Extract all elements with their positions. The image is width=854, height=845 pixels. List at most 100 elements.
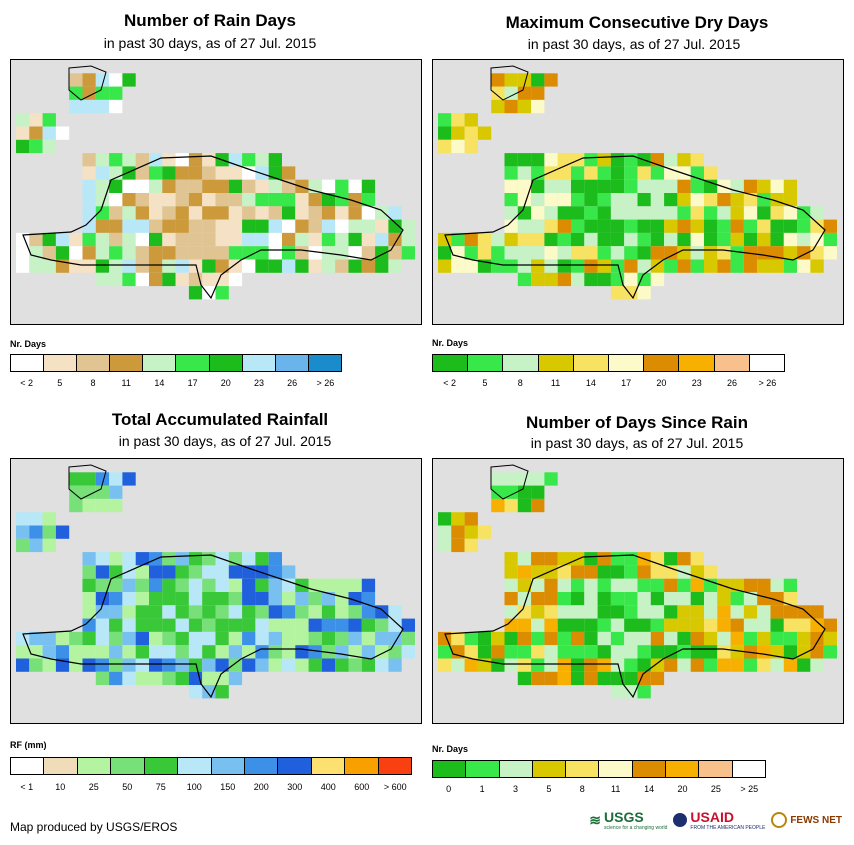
legend-label: 25 <box>88 782 99 792</box>
grid-cell <box>650 206 665 220</box>
grid-cell <box>517 272 532 287</box>
grid-cell <box>730 206 744 220</box>
grid-cell <box>255 232 269 247</box>
grid-cell <box>188 286 203 300</box>
grid-cell <box>361 206 376 220</box>
grid-cell <box>597 206 611 220</box>
grid-cell <box>95 232 110 247</box>
grid-cell <box>242 631 256 646</box>
grid-cell <box>335 658 349 672</box>
grid-cell <box>202 578 216 592</box>
grid-cell <box>308 206 322 220</box>
grid-cell <box>202 153 216 167</box>
grid-cell <box>610 179 625 193</box>
grid-cell <box>135 166 149 180</box>
grid-cell <box>610 565 625 579</box>
grid-cell <box>797 219 811 233</box>
grid-cell <box>557 552 571 566</box>
legend-label: < 2 <box>20 378 33 388</box>
grid-cell <box>215 219 229 233</box>
grid-cell <box>664 166 678 180</box>
grid-cell <box>82 193 96 207</box>
grid-cell <box>610 605 625 619</box>
grid-cell <box>268 179 282 193</box>
grid-cell <box>677 153 691 167</box>
map-frame <box>10 458 422 724</box>
grid-cell <box>42 512 56 526</box>
legend-swatch <box>111 758 145 774</box>
grid-cell <box>122 552 136 566</box>
grid-cell <box>69 73 83 87</box>
legend-swatch <box>573 355 610 371</box>
grid-cell <box>268 246 282 260</box>
grid-cell <box>650 645 665 659</box>
grid-cell <box>451 259 465 273</box>
grid-cell <box>228 578 243 592</box>
grid-cell <box>375 631 389 646</box>
grid-cell <box>504 193 518 207</box>
legend-label: 11 <box>121 378 131 388</box>
grid-cell <box>135 578 149 592</box>
grid-cell <box>823 232 837 247</box>
grid-cell <box>810 232 824 247</box>
grid-cell <box>531 498 545 513</box>
grid-cell <box>321 618 336 632</box>
grid-cell <box>637 232 651 247</box>
grid-cell <box>388 631 402 646</box>
grid-cell <box>477 525 492 539</box>
grid-cell <box>464 232 478 247</box>
footer-credit: Map produced by USGS/EROS <box>10 820 178 834</box>
grid-cell <box>82 153 96 167</box>
grid-cell <box>810 259 824 273</box>
grid-cell <box>361 645 376 659</box>
grid-cell <box>335 246 349 260</box>
grid-cell <box>175 552 189 566</box>
grid-cell <box>268 166 282 180</box>
grid-cell <box>544 232 558 247</box>
grid-cell <box>504 472 518 486</box>
grid-cell <box>308 246 322 260</box>
grid-cell <box>149 671 163 686</box>
grid-cell <box>783 206 798 220</box>
grid-cell <box>504 605 518 619</box>
grid-cell <box>175 179 189 193</box>
legend-swatch <box>532 761 567 777</box>
grid-cell <box>109 485 123 499</box>
grid-cell <box>95 166 110 180</box>
grid-cell <box>82 259 96 273</box>
grid-cell <box>557 645 571 659</box>
legend-swatch <box>749 355 785 371</box>
grid-cell <box>690 232 704 247</box>
grid-cell <box>531 592 545 606</box>
grid-cell <box>16 139 30 154</box>
grid-cell <box>557 232 571 247</box>
grid-cell <box>295 592 309 606</box>
grid-cell <box>135 618 149 632</box>
legend-label: 0 <box>446 784 452 794</box>
grid-cell <box>308 259 322 273</box>
legend-label: 10 <box>55 782 66 792</box>
grid-cell <box>335 232 349 247</box>
grid-cell <box>637 179 651 193</box>
grid-cell <box>122 605 136 619</box>
grid-cell <box>335 219 349 233</box>
grid-cell <box>135 219 149 233</box>
legend-label: 8 <box>517 378 523 388</box>
grid-cell <box>531 658 545 672</box>
grid-cell <box>109 232 123 247</box>
grid-cell <box>42 658 56 672</box>
grid-cell <box>16 126 30 140</box>
grid-cell <box>438 645 452 659</box>
grid-cell <box>255 219 269 233</box>
grid-cell <box>810 658 824 672</box>
grid-cell <box>571 179 585 193</box>
grid-cell <box>122 179 136 193</box>
grid-cell <box>584 166 598 180</box>
grid-cell <box>16 512 30 526</box>
grid-cell <box>610 193 625 207</box>
grid-cell <box>624 272 638 287</box>
grid-cell <box>610 645 625 659</box>
grid-cell <box>637 565 651 579</box>
grid-cell <box>188 179 203 193</box>
grid-cell <box>571 193 585 207</box>
